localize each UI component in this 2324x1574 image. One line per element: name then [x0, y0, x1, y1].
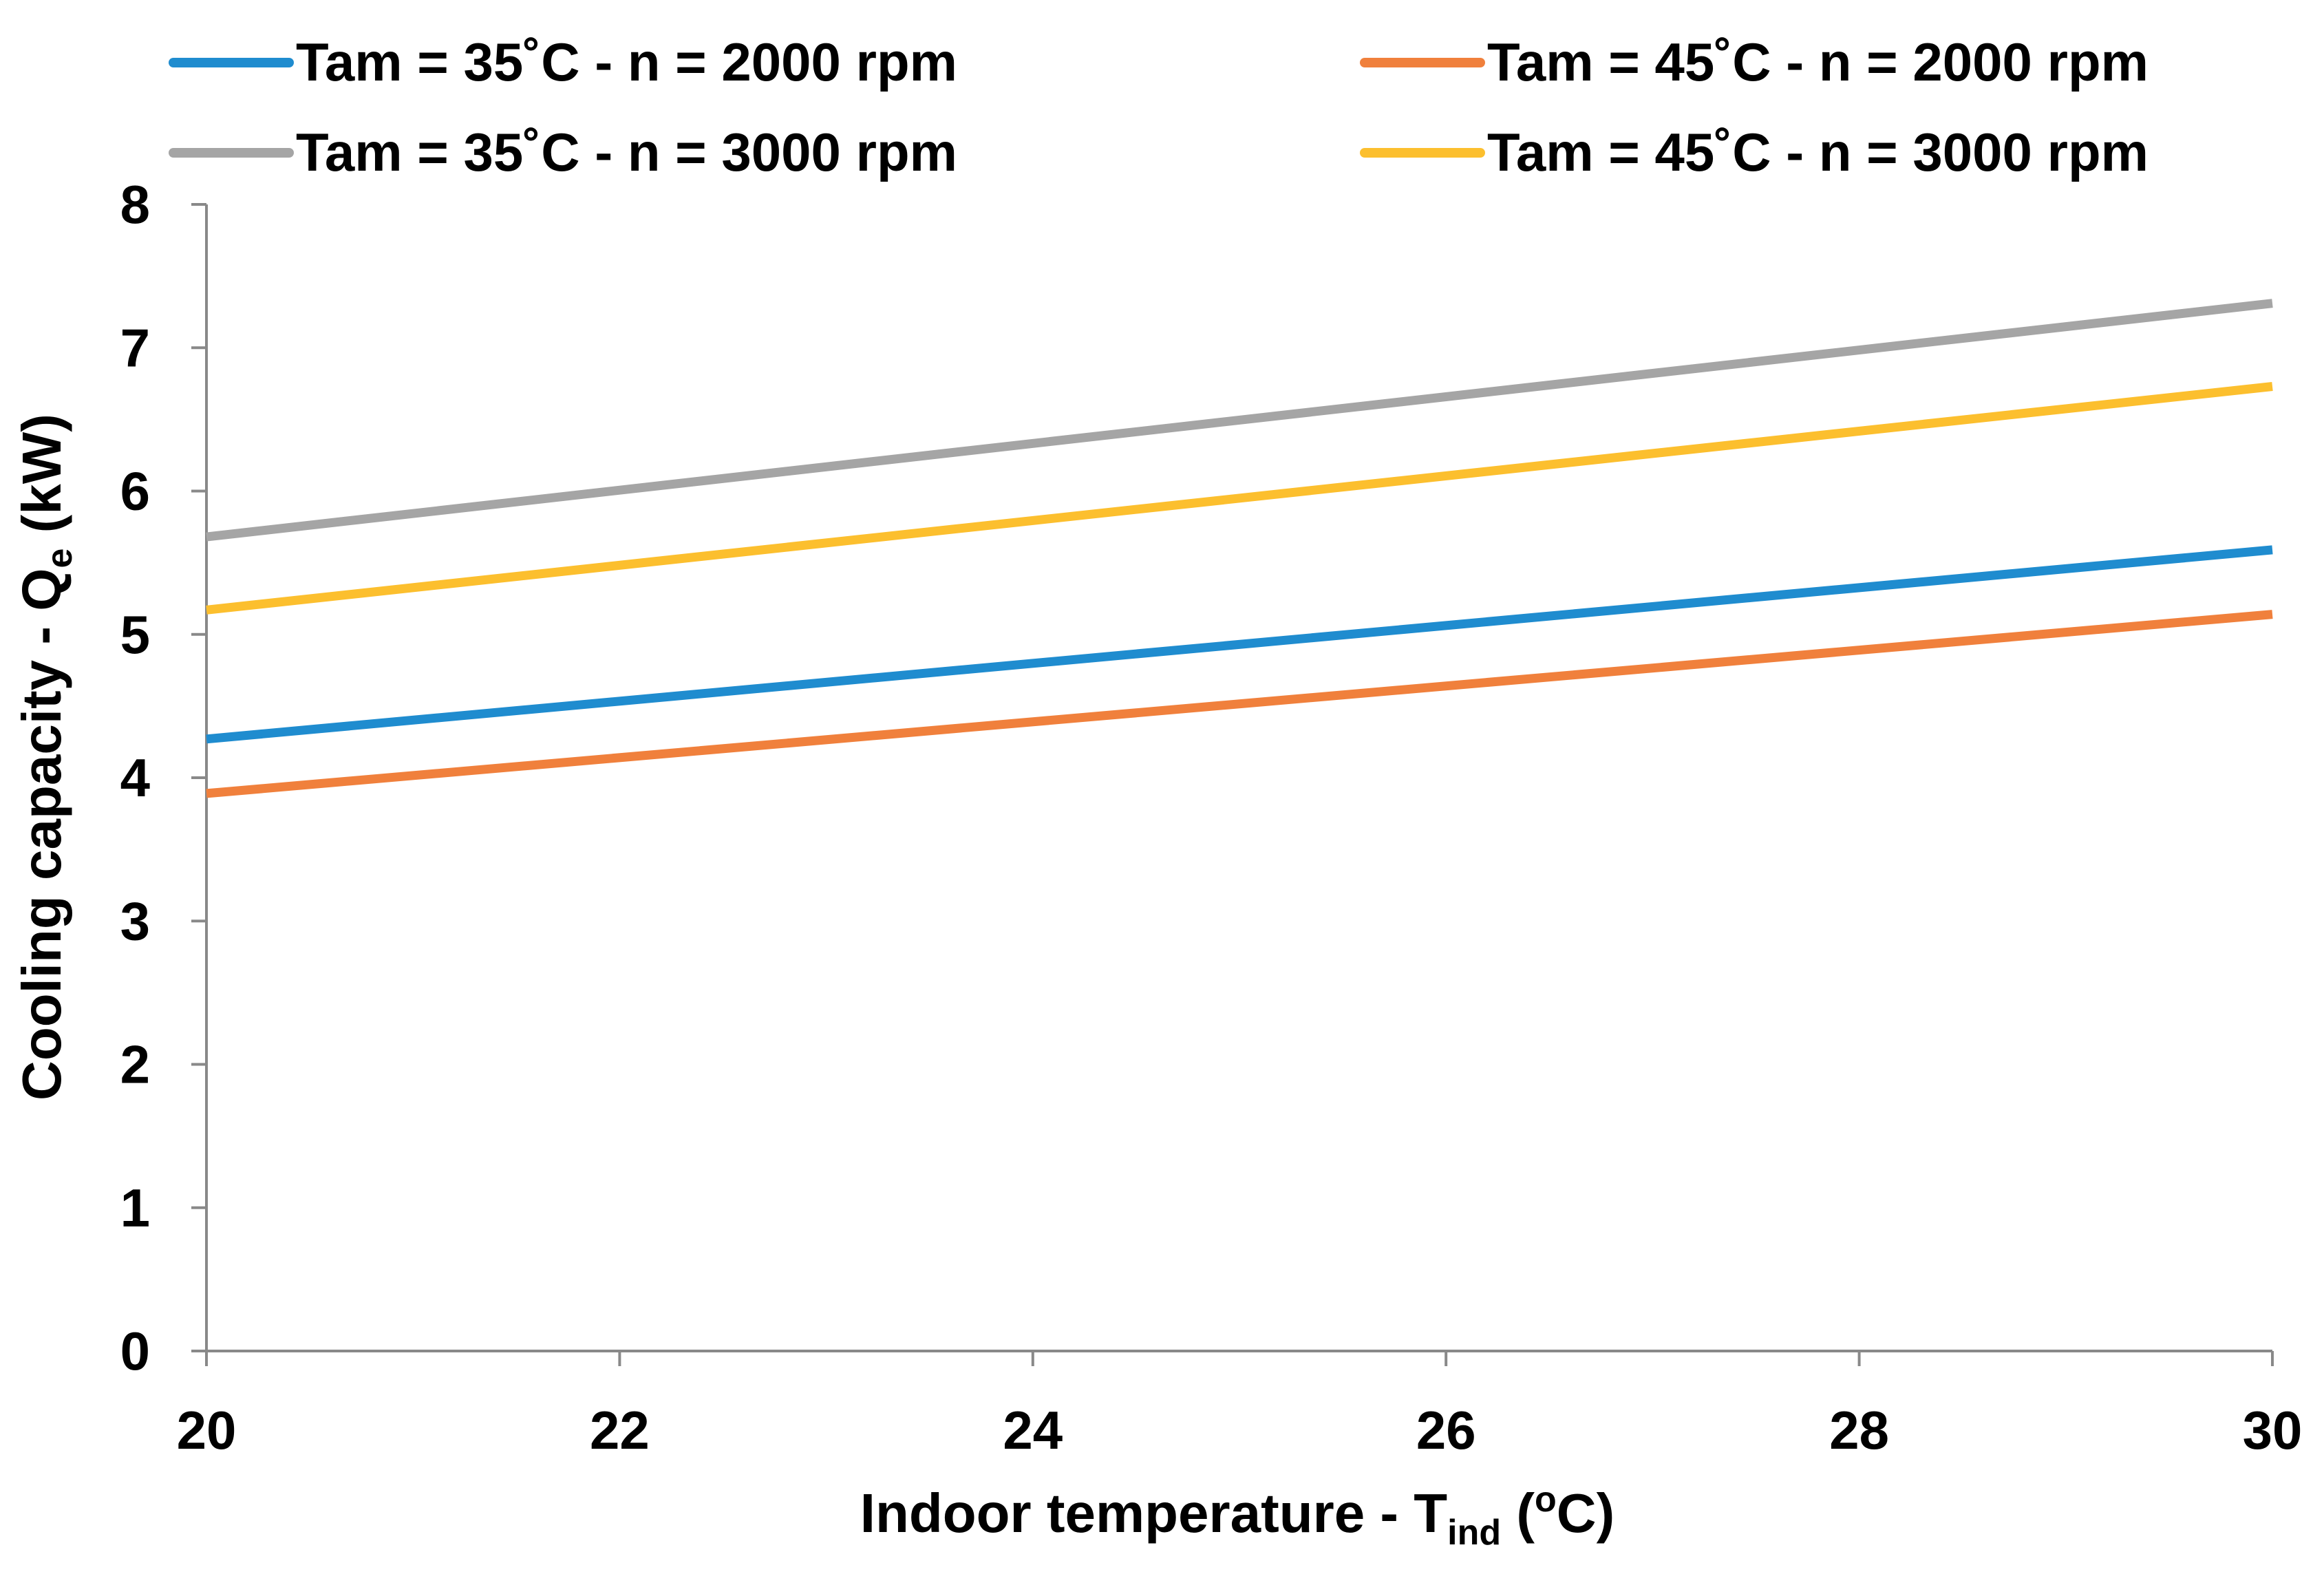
x-axis-title-main: Indoor temperature - T — [860, 1482, 1448, 1544]
legend-item[interactable]: Tam = 45˚C - n = 3000 rpm — [1360, 122, 2149, 182]
legend-label: Tam = 35˚C - n = 3000 rpm — [296, 122, 957, 182]
axes — [205, 204, 2272, 1352]
series-line-4 — [206, 382, 2273, 615]
legend-item[interactable]: Tam = 35˚C - n = 2000 rpm — [169, 32, 957, 92]
legend-item[interactable]: Tam = 35˚C - n = 3000 rpm — [169, 122, 957, 182]
y-axis-title: Cooling capacity - Qe (kW) — [11, 414, 80, 1100]
y-tick-label: 2 — [120, 1034, 150, 1095]
y-tick-label: 7 — [120, 317, 150, 378]
x-axis-title: Indoor temperature - Tind (oC) — [860, 1480, 1614, 1553]
y-axis-title-unit: (kW) — [11, 414, 72, 549]
y-axis-title-subscript: e — [40, 549, 80, 568]
x-axis-title-unit: C) — [1557, 1482, 1614, 1544]
series-line-1 — [206, 545, 2273, 744]
y-tick-label: 0 — [120, 1321, 150, 1381]
legend-label: Tam = 45˚C - n = 2000 rpm — [1487, 32, 2149, 92]
series-line-3 — [206, 299, 2273, 542]
x-tick-label: 22 — [590, 1400, 650, 1460]
legend-label: Tam = 45˚C - n = 3000 rpm — [1487, 122, 2149, 182]
x-tick-label: 20 — [177, 1400, 237, 1460]
x-ticks: 20 22 24 26 28 30 — [177, 1351, 2303, 1460]
y-tick-label: 5 — [120, 604, 150, 665]
x-axis-title-subscript: ind — [1447, 1513, 1501, 1553]
y-axis-title-main: Cooling capacity - Q — [11, 568, 72, 1100]
x-tick-label: 24 — [1003, 1400, 1063, 1460]
x-tick-label: 26 — [1416, 1400, 1476, 1460]
y-tick-label: 3 — [120, 891, 150, 951]
y-tick-label: 6 — [120, 461, 150, 522]
y-tick-label: 8 — [120, 174, 150, 235]
y-ticks: 0 1 2 3 4 5 6 7 8 — [120, 174, 206, 1381]
y-tick-label: 1 — [120, 1178, 150, 1238]
legend-label: Tam = 35˚C - n = 2000 rpm — [296, 32, 957, 92]
legend: Tam = 35˚C - n = 2000 rpm Tam = 45˚C - n… — [169, 32, 2149, 182]
x-axis-title-superscript: o — [1535, 1480, 1557, 1520]
series-lines — [206, 299, 2273, 798]
x-tick-label: 30 — [2243, 1400, 2303, 1460]
y-tick-label: 4 — [120, 747, 150, 808]
series-line-2 — [206, 610, 2273, 798]
x-axis-title-open: ( — [1501, 1482, 1535, 1544]
legend-item[interactable]: Tam = 45˚C - n = 2000 rpm — [1360, 32, 2149, 92]
x-tick-label: 28 — [1829, 1400, 1889, 1460]
